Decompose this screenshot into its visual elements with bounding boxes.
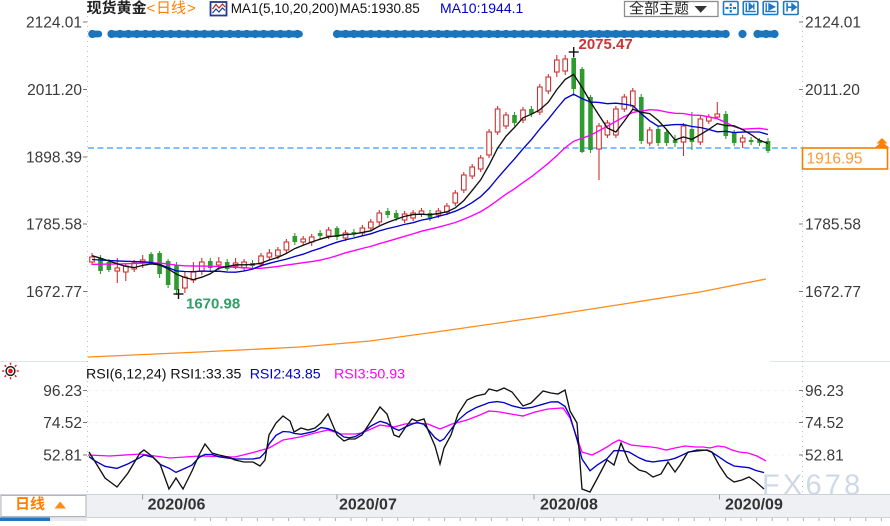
svg-text:MA5:1930.85: MA5:1930.85: [340, 1, 420, 16]
svg-text:96.23: 96.23: [43, 383, 82, 400]
svg-text:74.52: 74.52: [43, 415, 82, 432]
svg-text:MA1(5,10,20,200): MA1(5,10,20,200): [231, 1, 339, 16]
svg-text:>: >: [187, 0, 196, 17]
svg-text:2011.20: 2011.20: [27, 82, 82, 99]
svg-text:1785.58: 1785.58: [805, 217, 861, 234]
svg-text:RSI2:43.85: RSI2:43.85: [250, 367, 321, 383]
svg-text:RSI3:50.93: RSI3:50.93: [334, 367, 405, 383]
svg-text:2124.01: 2124.01: [805, 15, 861, 32]
svg-text:74.52: 74.52: [805, 415, 844, 432]
svg-text:1916.95: 1916.95: [807, 151, 863, 168]
svg-text:2020/06: 2020/06: [148, 497, 206, 514]
svg-text:2075.47: 2075.47: [579, 36, 633, 53]
svg-text:<: <: [147, 0, 156, 17]
svg-text:1785.58: 1785.58: [26, 217, 82, 234]
svg-text:2020/09: 2020/09: [725, 497, 783, 514]
svg-text:MA10:1944.1: MA10:1944.1: [440, 0, 523, 16]
svg-text:RSI(6,12,24) RSI1:33.35: RSI(6,12,24) RSI1:33.35: [86, 367, 241, 383]
svg-text:1672.77: 1672.77: [26, 284, 82, 301]
svg-text:2011.20: 2011.20: [805, 82, 860, 99]
svg-text:96.23: 96.23: [805, 383, 844, 400]
svg-text:52.81: 52.81: [43, 448, 82, 465]
svg-text:52.81: 52.81: [805, 448, 844, 465]
svg-text:1672.77: 1672.77: [805, 284, 861, 301]
svg-text:2124.01: 2124.01: [26, 15, 82, 32]
svg-text:2020/07: 2020/07: [339, 497, 397, 514]
svg-text:1898.39: 1898.39: [26, 150, 82, 167]
svg-text:1670.98: 1670.98: [186, 296, 240, 313]
svg-text:2020/08: 2020/08: [540, 497, 598, 514]
